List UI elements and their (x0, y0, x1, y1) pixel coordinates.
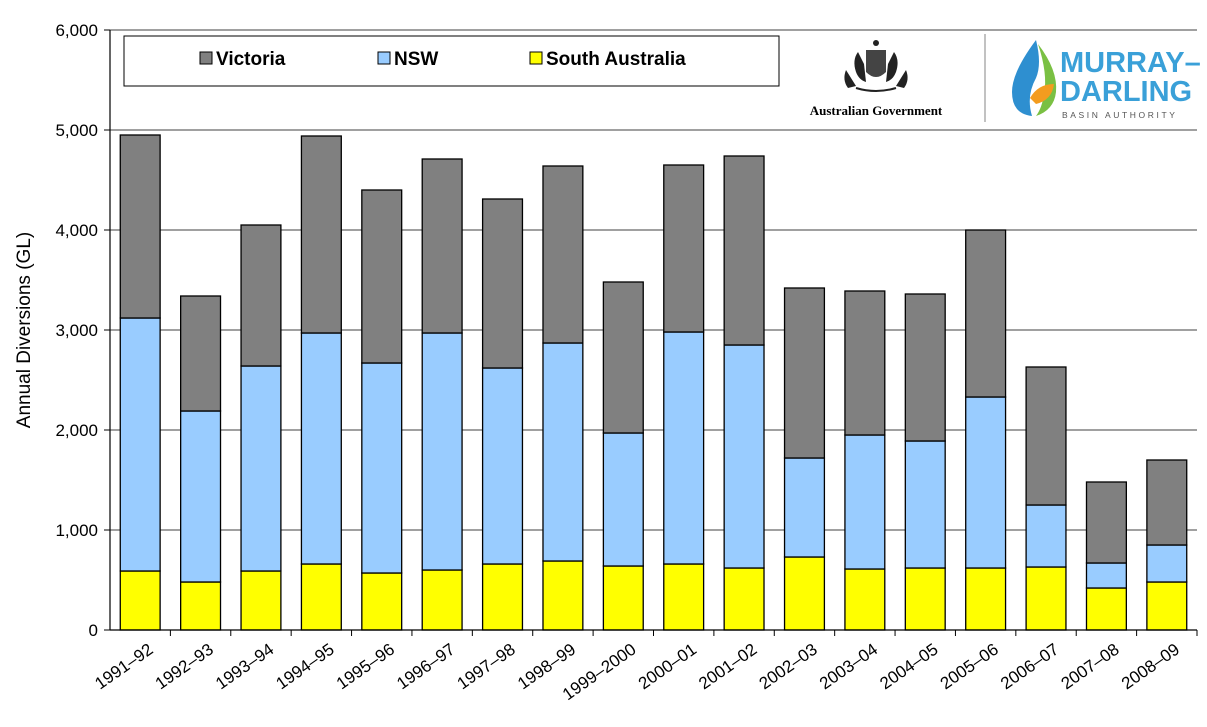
x-tick-label: 1991–92 (91, 640, 156, 694)
legend-label: NSW (394, 49, 438, 70)
bar-segment-nsw (663, 331, 705, 565)
y-tick-label: 5,000 (55, 121, 98, 140)
bar-segment-victoria (1025, 366, 1067, 506)
y-tick-label: 0 (89, 621, 98, 640)
x-tick-label: 2005–06 (937, 640, 1002, 694)
bar-segment-nsw (421, 332, 463, 571)
x-tick-label: 1996–97 (393, 640, 458, 694)
y-tick-label: 6,000 (55, 21, 98, 40)
y-tick-label: 3,000 (55, 321, 98, 340)
bar-segment-nsw (602, 432, 644, 567)
x-tick-label: 2004–05 (876, 640, 941, 694)
x-tick-label: 1997–98 (454, 640, 519, 694)
legend-label: Victoria (216, 49, 286, 70)
bar-segment-nsw (240, 365, 282, 572)
bar-segment-south-australia (240, 570, 282, 631)
mdba-line3: BASIN AUTHORITY (1062, 110, 1178, 120)
bar-segment-victoria (783, 287, 826, 459)
bar-segment-victoria (421, 158, 463, 334)
y-axis-label: Annual Diversions (GL) (14, 232, 35, 428)
bar-segment-nsw (481, 367, 524, 565)
bar-segment-victoria (361, 189, 403, 364)
bar-segment-nsw (300, 332, 342, 565)
bar-segment-nsw (844, 434, 886, 570)
bar-segment-south-australia (542, 560, 584, 631)
y-tick-label: 2,000 (55, 421, 98, 440)
legend-swatch (199, 51, 213, 65)
legend: Victoria NSW South Australia (123, 35, 780, 87)
bar-series (119, 134, 1188, 631)
bar-segment-nsw (783, 457, 826, 558)
bar-segment-victoria (240, 224, 282, 367)
legend-swatch (377, 51, 391, 65)
bar-segment-nsw (723, 344, 765, 569)
bar-segment-nsw (1025, 504, 1067, 568)
bar-segment-victoria (663, 164, 705, 333)
legend-swatch (529, 51, 543, 65)
bar-segment-south-australia (361, 572, 403, 631)
x-tick-label: 1993–94 (212, 640, 277, 694)
bar-segment-south-australia (844, 568, 886, 631)
bar-segment-victoria (481, 198, 524, 369)
bar-segment-south-australia (421, 569, 463, 631)
x-tick-label: 1995–96 (333, 640, 398, 694)
bar-segment-victoria (965, 229, 1007, 398)
bar-segment-nsw (119, 317, 161, 572)
bar-segment-nsw (1146, 544, 1188, 583)
mdba-line2: DARLING (1060, 76, 1192, 108)
mdba-line1: MURRAY– (1060, 47, 1201, 79)
bar-segment-south-australia (119, 570, 161, 631)
bar-segment-south-australia (663, 563, 705, 631)
bar-segment-nsw (904, 440, 946, 569)
gov-logo-text: Australian Government (810, 103, 943, 118)
bar-segment-victoria (1085, 481, 1127, 564)
bar-segment-south-australia (783, 556, 826, 631)
bar-segment-nsw (1085, 562, 1127, 589)
bar-segment-south-australia (481, 563, 524, 631)
bar-segment-south-australia (1085, 587, 1127, 631)
bar-segment-victoria (723, 155, 765, 346)
bar-segment-south-australia (904, 567, 946, 631)
x-tick-label: 2002–03 (756, 640, 821, 694)
bar-segment-south-australia (1025, 566, 1067, 631)
bar-segment-victoria (1146, 459, 1188, 546)
y-tick-label: 4,000 (55, 221, 98, 240)
bar-segment-nsw (361, 362, 403, 574)
x-tick-label: 2003–04 (816, 640, 881, 694)
x-tick-label: 2006–07 (997, 640, 1062, 694)
x-tick-label: 2008–09 (1118, 640, 1183, 694)
bar-segment-south-australia (965, 567, 1007, 631)
x-tick-label: 1992–93 (152, 640, 217, 694)
bar-segment-victoria (904, 293, 946, 442)
murray-darling-basin-authority-logo: MURRAY– DARLING BASIN AUTHORITY (1012, 40, 1201, 120)
bar-segment-victoria (180, 295, 222, 412)
bar-segment-nsw (180, 410, 222, 583)
legend-label: South Australia (546, 49, 686, 70)
coat-of-arms-icon (844, 40, 908, 92)
bar-segment-victoria (542, 165, 584, 344)
bar-segment-victoria (844, 290, 886, 436)
gridlines (110, 29, 1197, 531)
bar-segment-south-australia (602, 565, 644, 631)
bar-segment-victoria (602, 281, 644, 434)
bar-segment-victoria (300, 135, 342, 334)
y-tick-labels: 0 1,000 2,000 3,000 4,000 5,000 6,000 (55, 21, 110, 640)
bar-segment-nsw (965, 396, 1007, 569)
bar-segment-south-australia (180, 581, 222, 631)
x-tick-label: 2007–08 (1058, 640, 1123, 694)
australian-government-logo: Australian Government (810, 40, 943, 118)
y-tick-label: 1,000 (55, 521, 98, 540)
bar-segment-south-australia (723, 567, 765, 631)
x-tick-label: 2001–02 (695, 640, 760, 694)
bar-segment-nsw (542, 342, 584, 562)
x-tick-labels: 1991–921992–931993–941994–951995–961996–… (91, 630, 1198, 704)
x-tick-label: 1994–95 (273, 640, 338, 694)
bar-segment-south-australia (300, 563, 342, 631)
bar-segment-south-australia (1146, 581, 1188, 631)
water-drop-icon (1012, 40, 1057, 116)
legend-box (123, 35, 780, 87)
x-tick-label: 2000–01 (635, 640, 700, 694)
bar-segment-victoria (119, 134, 161, 319)
